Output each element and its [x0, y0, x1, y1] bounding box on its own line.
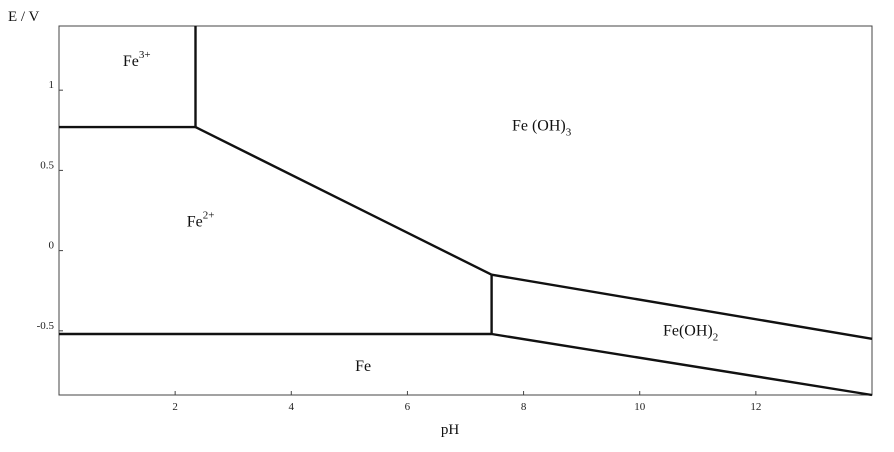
- region-label: Fe3+: [123, 49, 151, 70]
- region-labels: Fe3+ Fe (OH)3 Fe2+ Fe(OH)2 Fe: [123, 49, 718, 375]
- phase-boundaries: [59, 26, 873, 397]
- y-tick-label: 1: [49, 79, 55, 91]
- boundary-line-2: [194, 126, 493, 276]
- region-label: Fe: [355, 358, 371, 375]
- x-axis-title: pH: [441, 422, 460, 438]
- x-axis-ticks: 2 4 6 8 10 12: [172, 391, 761, 413]
- y-tick-label: 0.5: [40, 159, 54, 171]
- y-tick-label: -0.5: [37, 320, 55, 332]
- y-tick-label: 0: [49, 240, 55, 252]
- y-axis-title: E / V: [8, 9, 40, 25]
- x-tick-label: 2: [172, 401, 178, 413]
- region-label: Fe(OH)2: [663, 323, 718, 344]
- region-label: Fe (OH)3: [512, 117, 572, 138]
- x-tick-label: 6: [405, 401, 411, 413]
- x-tick-label: 4: [289, 401, 295, 413]
- region-label: Fe2+: [187, 210, 215, 231]
- x-tick-label: 10: [634, 401, 646, 413]
- y-axis-ticks: 1 0.5 0 -0.5: [37, 79, 63, 332]
- boundary-line-5: [491, 273, 873, 340]
- plot-frame: [58, 25, 873, 396]
- x-tick-label: 8: [521, 401, 527, 413]
- x-tick-label: 12: [750, 401, 761, 413]
- boundary-line-6: [491, 332, 873, 397]
